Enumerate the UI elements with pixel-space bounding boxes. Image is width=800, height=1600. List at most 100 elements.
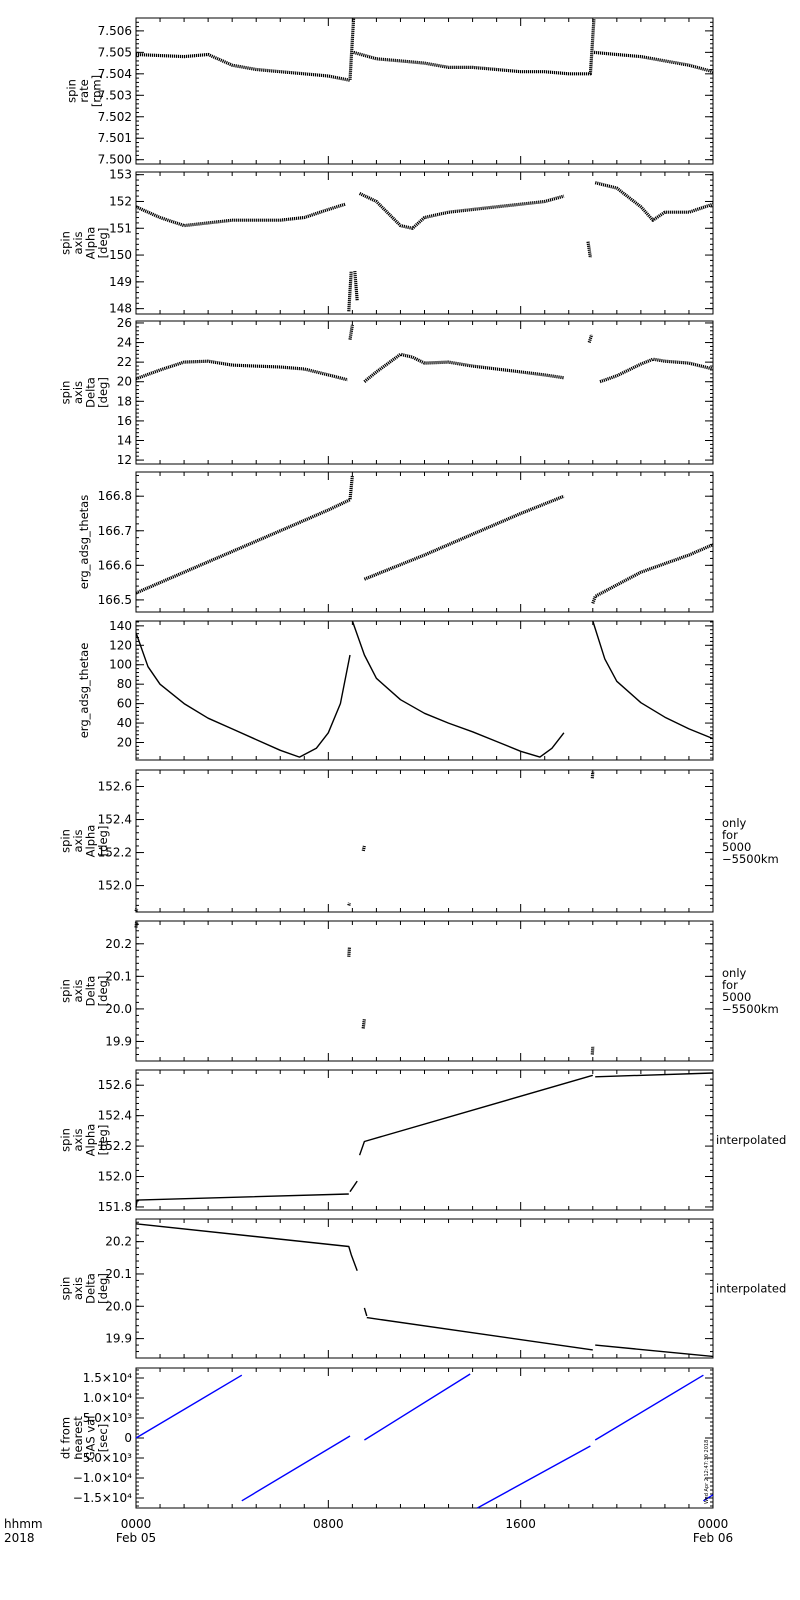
data-series-3	[592, 620, 714, 740]
side-annotation: only	[722, 816, 747, 830]
data-series-3	[593, 50, 714, 74]
y-tick-label: 60	[117, 697, 132, 711]
y-tick-label: 20.0	[105, 1299, 132, 1313]
y-axis-label-line: Alpha	[83, 825, 97, 858]
y-tick-label: 7.502	[98, 110, 132, 124]
y-tick-label: 148	[109, 302, 132, 316]
data-series-2	[363, 1307, 368, 1317]
y-axis-label-line: [deg]	[96, 1273, 110, 1304]
side-annotation: interpolated	[716, 1282, 786, 1296]
plot-frame	[135, 171, 714, 315]
y-tick-label: 5.0×10³	[83, 1411, 132, 1425]
y-axis-label: erg_adsg_thetae	[77, 643, 91, 739]
data-series-2	[347, 902, 352, 906]
data-series-2	[347, 946, 352, 957]
y-tick-label: −1.0×10⁴	[73, 1471, 132, 1485]
y-tick-label: 149	[109, 275, 132, 289]
data-series-3	[366, 1316, 593, 1351]
y-axis-label-line: GAS val	[83, 1416, 97, 1461]
y-tick-label: 153	[109, 168, 132, 182]
side-annotation: −5500km	[722, 1002, 779, 1016]
x-axis-hhmm-label: hhmm	[4, 1517, 43, 1531]
y-axis-label-line: Delta	[83, 976, 97, 1007]
y-axis-label-line: Delta	[83, 1273, 97, 1304]
y-axis-label-line: axis	[71, 1277, 85, 1300]
y-axis-label-line: [deg]	[96, 826, 110, 857]
y-axis-label-line: spin	[58, 1277, 72, 1301]
y-tick-label: 150	[109, 248, 132, 262]
x-tick-date: Feb 05	[116, 1531, 156, 1545]
y-tick-label: 0	[124, 1431, 132, 1445]
y-axis-label-line: [deg]	[96, 228, 110, 259]
y-tick-label: 22	[117, 355, 132, 369]
data-series-1	[135, 1193, 349, 1208]
y-tick-label: 16	[117, 414, 132, 428]
panel-10: −1.5×10⁴ −1.0×10⁴ −5.0×10³ 0 5.0×10³ 1.0×10⁴ 1…	[58, 1367, 714, 1509]
x-tick-label: 0000	[121, 1517, 152, 1531]
plot-frame	[135, 769, 714, 913]
y-tick-label: 152.6	[98, 1078, 132, 1092]
y-axis-label-line: nearest	[71, 1416, 85, 1460]
data-series-6	[594, 181, 714, 222]
y-tick-label: 166.8	[98, 489, 132, 503]
x-tick-date: Feb 06	[693, 1531, 733, 1545]
y-tick-label: 166.5	[98, 593, 132, 607]
side-annotation: 5000	[722, 990, 751, 1004]
y-tick-label: 20.2	[105, 937, 132, 951]
x-tick-label: 1600	[505, 1517, 536, 1531]
y-tick-label: 24	[117, 336, 132, 350]
y-tick-label: 152.6	[98, 780, 132, 794]
data-series-4	[587, 334, 594, 343]
y-tick-label: 14	[117, 433, 132, 447]
data-series-4	[595, 1344, 714, 1358]
y-tick-label: 166.6	[98, 558, 132, 572]
data-series-2	[241, 1435, 351, 1502]
data-series-2	[349, 1180, 358, 1193]
data-series-2	[363, 494, 565, 581]
y-tick-label: 20.1	[105, 969, 132, 983]
y-axis-label-line: spin	[58, 1128, 72, 1152]
y-tick-label: 20.2	[105, 1235, 132, 1249]
y-tick-label: 120	[109, 638, 132, 652]
y-tick-label: 152.0	[98, 879, 132, 893]
y-axis-label-line: axis	[71, 1128, 85, 1151]
data-series-1	[135, 202, 346, 228]
y-tick-label: 7.501	[98, 131, 132, 145]
data-series-4	[590, 771, 595, 779]
data-series-2	[353, 17, 596, 76]
data-series-3	[361, 1018, 366, 1029]
x-tick-label: 0000	[698, 1517, 729, 1531]
y-tick-label: 152.2	[98, 1139, 132, 1153]
y-axis-label-line: spin	[58, 979, 72, 1003]
plot-frame	[135, 920, 714, 1062]
data-series-1	[135, 475, 354, 595]
y-axis-label-line: [deg]	[96, 976, 110, 1007]
y-tick-label: 152.4	[98, 813, 132, 827]
y-axis-label-line: axis	[71, 231, 85, 254]
y-tick-label: 20	[117, 736, 132, 750]
side-annotation: interpolated	[716, 1133, 786, 1147]
plot-frame	[135, 471, 714, 613]
data-series-4	[595, 1072, 714, 1078]
data-series-1	[134, 920, 139, 928]
y-tick-label: 152.0	[98, 1170, 132, 1184]
data-series-2	[347, 271, 353, 312]
y-tick-label: 166.7	[98, 524, 132, 538]
y-axis-label-line: erg_adsg_thetae	[77, 643, 91, 739]
y-tick-label: 12	[117, 453, 132, 467]
y-tick-label: 1.5×10⁴	[83, 1371, 132, 1385]
y-axis-label-line: Alpha	[83, 227, 97, 260]
data-series-3	[364, 1373, 471, 1441]
y-tick-label: 152.4	[98, 1109, 132, 1123]
y-tick-label: 1.0×10⁴	[83, 1391, 132, 1405]
x-tick-label: 0800	[313, 1517, 344, 1531]
y-axis-label-line: Alpha	[83, 1124, 97, 1157]
y-tick-label: 152	[109, 194, 132, 208]
